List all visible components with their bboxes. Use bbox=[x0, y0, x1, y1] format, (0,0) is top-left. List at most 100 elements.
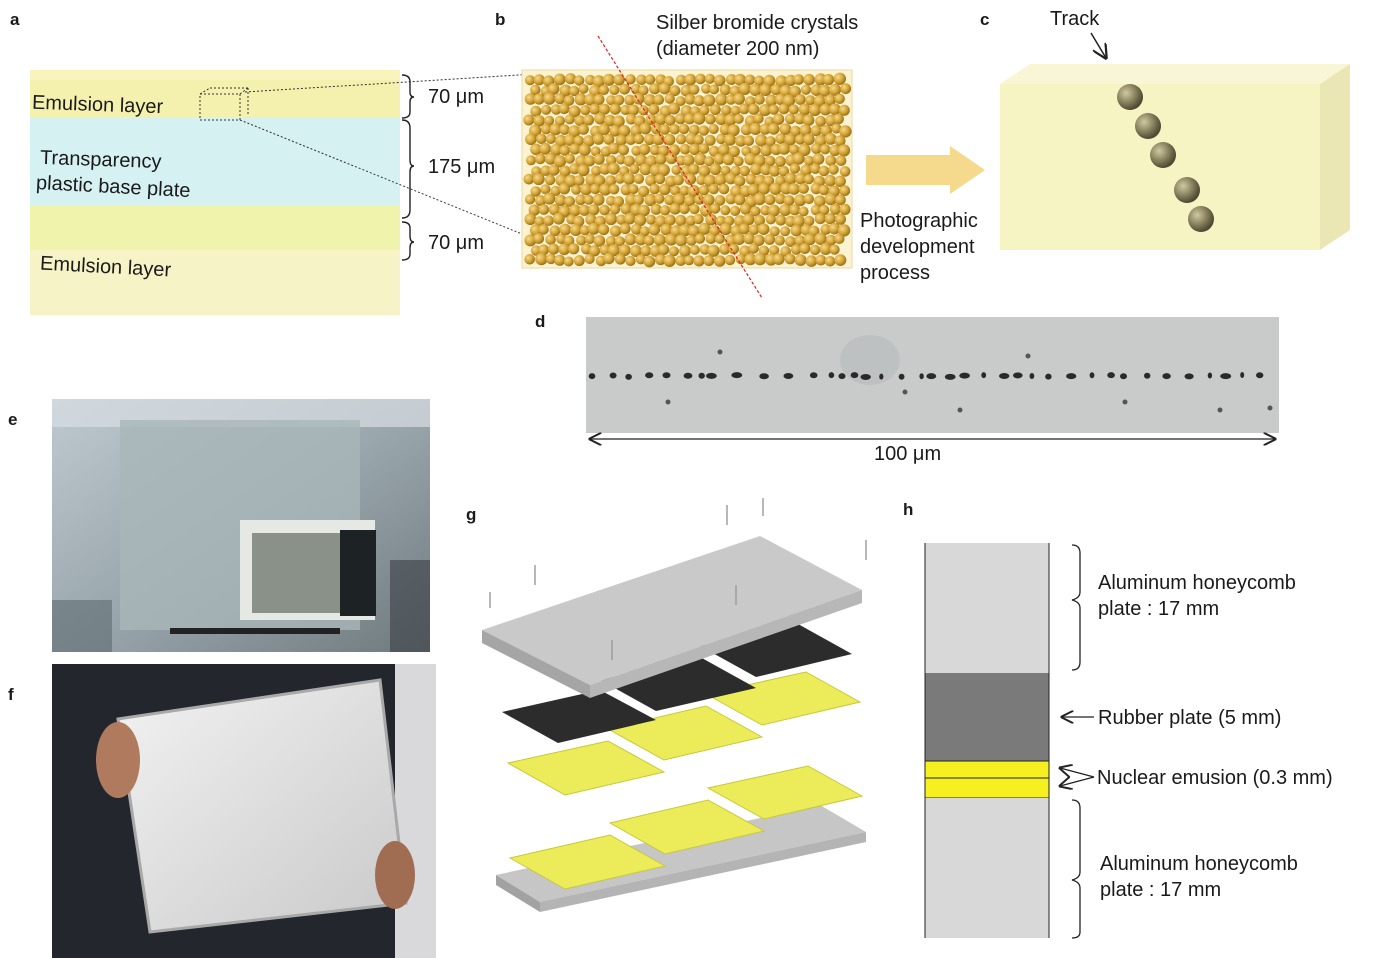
crystal-grain bbox=[839, 125, 852, 138]
crystal-grain bbox=[719, 243, 731, 255]
crystal-grain bbox=[573, 135, 584, 146]
crystal-grain bbox=[703, 255, 715, 267]
crystal-grain bbox=[794, 94, 806, 105]
crystal-grain bbox=[798, 183, 809, 194]
crystal-grain bbox=[790, 224, 803, 237]
upper-plate-bracket bbox=[1071, 544, 1081, 671]
crystal-grain bbox=[744, 253, 757, 266]
track-grain bbox=[1188, 206, 1214, 232]
crystal-grain bbox=[834, 175, 846, 187]
crystal-grain bbox=[558, 243, 571, 256]
crystal-grain bbox=[599, 163, 611, 175]
crystal-grain bbox=[698, 143, 710, 154]
crystal-grain bbox=[671, 164, 682, 175]
crystal-grain bbox=[524, 194, 536, 205]
crystal-grain bbox=[583, 194, 594, 205]
crystal-grain bbox=[580, 105, 591, 116]
crystal-grain bbox=[833, 113, 844, 125]
panel-b-diagram bbox=[521, 35, 853, 299]
crystal-grain bbox=[608, 142, 620, 155]
crystal-grain bbox=[613, 94, 625, 106]
crystal-grain bbox=[753, 234, 765, 246]
emulsion-tile bbox=[508, 834, 667, 890]
developed-grain bbox=[783, 373, 794, 379]
crystal-grain bbox=[659, 183, 671, 196]
panel-letter-h: h bbox=[903, 500, 914, 519]
crystal-grain bbox=[545, 133, 557, 144]
crystal-grain bbox=[664, 114, 676, 126]
crystal-grain bbox=[658, 145, 670, 157]
crystal-grain bbox=[663, 133, 676, 146]
crystal-grain bbox=[623, 212, 636, 225]
developed-grain bbox=[1120, 373, 1127, 380]
crystal-grain bbox=[619, 223, 631, 235]
crystal-grain bbox=[750, 145, 761, 156]
crystal-grain bbox=[583, 114, 595, 126]
crystal-grain bbox=[543, 192, 556, 205]
crystal-grain bbox=[564, 73, 577, 85]
crystal-grain bbox=[559, 84, 572, 97]
crystal-grain bbox=[794, 172, 807, 185]
crystal-grain bbox=[791, 244, 802, 255]
crystal-grain bbox=[758, 182, 770, 195]
crystal-grain bbox=[682, 154, 695, 167]
crystal-grain bbox=[684, 93, 696, 105]
crystal-grain bbox=[526, 155, 536, 166]
developed-grain bbox=[731, 372, 743, 379]
crystal-grain bbox=[620, 104, 631, 116]
crystal-grain bbox=[703, 94, 716, 107]
crystal-grain bbox=[525, 133, 537, 146]
crystal-grain bbox=[814, 232, 827, 245]
crystal-grain bbox=[578, 83, 589, 94]
crystal-grain bbox=[538, 224, 549, 235]
crystal-grain bbox=[829, 144, 841, 157]
crystal-grain bbox=[784, 253, 796, 265]
developed-grain bbox=[828, 372, 835, 379]
crystal-grain bbox=[592, 75, 605, 88]
developed-grain bbox=[809, 372, 818, 379]
crystal-grain bbox=[665, 152, 678, 165]
crystal-grain bbox=[635, 254, 646, 265]
crystal-grain bbox=[760, 205, 771, 216]
developed-grain bbox=[1066, 373, 1077, 380]
developed-grain bbox=[698, 372, 705, 379]
crystal-grain bbox=[630, 124, 642, 137]
crystal-grain bbox=[819, 144, 831, 155]
crystal-grain bbox=[646, 214, 657, 225]
crystal-grain bbox=[704, 156, 715, 167]
crystal-grain bbox=[559, 145, 571, 156]
crystal-grain bbox=[839, 185, 851, 197]
crystal-grain bbox=[591, 165, 602, 176]
crystal-grain bbox=[798, 206, 809, 217]
crystal-grain bbox=[687, 225, 700, 238]
developed-grain bbox=[1220, 373, 1232, 380]
crystal-grain bbox=[721, 105, 732, 116]
crystal-grain bbox=[705, 233, 717, 245]
developed-grain bbox=[944, 373, 956, 380]
crystal-grain bbox=[686, 235, 697, 246]
crystal-grain bbox=[733, 233, 746, 246]
lower-aluminum-section bbox=[925, 798, 1049, 938]
crystal-grain bbox=[541, 124, 552, 135]
crystal-grain bbox=[569, 204, 581, 217]
crystal-grain bbox=[605, 175, 617, 187]
crystal-grain bbox=[568, 125, 581, 138]
crystal-grain bbox=[628, 184, 639, 195]
crystal-grain bbox=[535, 195, 546, 207]
crystal-grain bbox=[638, 143, 651, 156]
crystal-grain bbox=[624, 94, 636, 106]
crystal-grain bbox=[545, 234, 556, 245]
crystal-grain bbox=[767, 204, 780, 217]
crystal-grain bbox=[538, 244, 550, 256]
crystal-grain bbox=[792, 215, 805, 228]
developed-grain bbox=[1256, 372, 1264, 379]
crystal-grain bbox=[715, 93, 728, 106]
developed-grain bbox=[926, 373, 937, 380]
developed-grain bbox=[898, 373, 905, 380]
crystal-grain bbox=[778, 165, 790, 177]
crystal-grain bbox=[794, 194, 807, 207]
crystal-grain bbox=[764, 234, 776, 245]
crystal-grain bbox=[598, 103, 611, 115]
crystal-grain bbox=[629, 245, 642, 257]
crystal-grain bbox=[553, 155, 567, 168]
